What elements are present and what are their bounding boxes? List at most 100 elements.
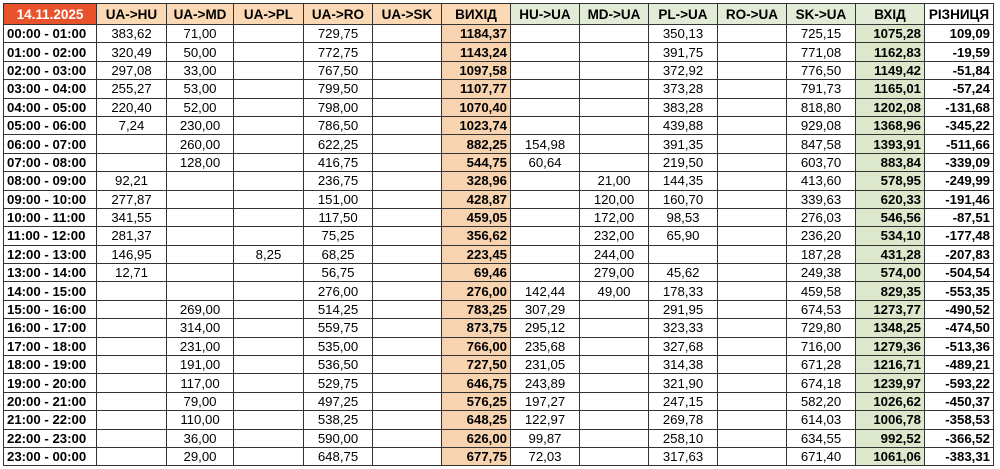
pl-ua-cell: 391,75	[648, 42, 718, 62]
import-total-cell: 1061,06	[855, 446, 925, 467]
ua-hu-cell: 320,49	[96, 42, 167, 62]
pl-ua-cell: 258,10	[648, 428, 718, 448]
sk-ua-cell: 771,08	[786, 42, 856, 62]
ua-ro-cell: 56,75	[303, 263, 373, 283]
time-cell: 20:00 - 21:00	[3, 391, 97, 412]
column-header-різниця: РІЗНИЦЯ	[924, 3, 994, 25]
ro-ua-cell	[717, 355, 787, 375]
ua-pl-cell	[233, 207, 304, 228]
ua-ro-cell: 786,50	[303, 115, 373, 136]
ua-sk-cell	[372, 299, 442, 320]
sk-ua-cell: 603,70	[786, 152, 856, 173]
ua-md-cell: 269,00	[166, 299, 234, 320]
export-total-cell: 783,25	[441, 299, 511, 320]
ua-md-cell: 191,00	[166, 355, 234, 375]
ro-ua-cell	[717, 79, 787, 99]
ua-sk-cell	[372, 23, 442, 44]
time-cell: 05:00 - 06:00	[3, 115, 97, 136]
ua-pl-cell	[233, 42, 304, 62]
table-row: 01:00 - 02:00 320,49 50,00 772,75 1143,24 391…	[3, 42, 994, 62]
ua-md-cell	[166, 263, 234, 283]
ua-sk-cell	[372, 97, 442, 117]
export-total-cell: 626,00	[441, 428, 511, 448]
ua-sk-cell	[372, 281, 442, 301]
difference-cell: -513,36	[924, 336, 994, 357]
md-ua-cell	[579, 355, 649, 375]
ua-ro-cell: 151,00	[303, 189, 373, 209]
md-ua-cell	[579, 79, 649, 99]
ua-pl-cell	[233, 171, 304, 191]
hu-ua-cell	[510, 171, 580, 191]
table-row: 07:00 - 08:00 128,00 416,75 544,75 60,64 219,…	[3, 152, 994, 173]
table-row: 23:00 - 00:00 29,00 648,75 677,75 72,03 317,6…	[3, 446, 994, 467]
time-cell: 00:00 - 01:00	[3, 23, 97, 44]
md-ua-cell	[579, 391, 649, 412]
import-total-cell: 1279,36	[855, 336, 925, 357]
time-cell: 17:00 - 18:00	[3, 336, 97, 357]
ua-pl-cell	[233, 410, 304, 430]
table-row: 04:00 - 05:00 220,40 52,00 798,00 1070,40 383…	[3, 97, 994, 117]
md-ua-cell: 244,00	[579, 244, 649, 265]
hu-ua-cell: 243,89	[510, 373, 580, 393]
column-header-sk-ua: SK->UA	[786, 3, 856, 25]
import-total-cell: 1006,78	[855, 410, 925, 430]
column-header-ua-ro: UA->RO	[303, 3, 373, 25]
export-total-cell: 1023,74	[441, 115, 511, 136]
difference-cell: -553,35	[924, 281, 994, 301]
import-total-cell: 578,95	[855, 171, 925, 191]
md-ua-cell	[579, 410, 649, 430]
difference-cell: -87,51	[924, 207, 994, 228]
pl-ua-cell: 247,15	[648, 391, 718, 412]
ua-sk-cell	[372, 391, 442, 412]
hu-ua-cell	[510, 42, 580, 62]
md-ua-cell	[579, 318, 649, 338]
pl-ua-cell: 269,78	[648, 410, 718, 430]
pl-ua-cell: 98,53	[648, 207, 718, 228]
ua-pl-cell	[233, 226, 304, 246]
time-cell: 13:00 - 14:00	[3, 263, 97, 283]
ua-md-cell	[166, 189, 234, 209]
hu-ua-cell	[510, 97, 580, 117]
ro-ua-cell	[717, 410, 787, 430]
export-total-cell: 328,96	[441, 171, 511, 191]
hu-ua-cell: 231,05	[510, 355, 580, 375]
time-cell: 03:00 - 04:00	[3, 79, 97, 99]
hu-ua-cell	[510, 226, 580, 246]
table-row: 10:00 - 11:00 341,55 117,50 459,05 172,00 98,…	[3, 207, 994, 228]
ua-hu-cell	[96, 373, 167, 393]
pl-ua-cell: 323,33	[648, 318, 718, 338]
ro-ua-cell	[717, 60, 787, 81]
ua-md-cell: 29,00	[166, 446, 234, 467]
ua-hu-cell: 341,55	[96, 207, 167, 228]
pl-ua-cell: 178,33	[648, 281, 718, 301]
column-header-pl-ua: PL->UA	[648, 3, 718, 25]
import-total-cell: 431,28	[855, 244, 925, 265]
time-cell: 01:00 - 02:00	[3, 42, 97, 62]
md-ua-cell	[579, 60, 649, 81]
ua-pl-cell	[233, 263, 304, 283]
difference-cell: -177,48	[924, 226, 994, 246]
difference-cell: -249,99	[924, 171, 994, 191]
difference-cell: -450,37	[924, 391, 994, 412]
pl-ua-cell: 160,70	[648, 189, 718, 209]
import-total-cell: 1368,96	[855, 115, 925, 136]
hu-ua-cell	[510, 244, 580, 265]
ua-ro-cell: 536,50	[303, 355, 373, 375]
ro-ua-cell	[717, 207, 787, 228]
ua-sk-cell	[372, 42, 442, 62]
md-ua-cell: 279,00	[579, 263, 649, 283]
ua-hu-cell: 220,40	[96, 97, 167, 117]
ua-hu-cell: 277,87	[96, 189, 167, 209]
ua-hu-cell	[96, 428, 167, 448]
pl-ua-cell: 314,38	[648, 355, 718, 375]
ua-pl-cell	[233, 79, 304, 99]
export-total-cell: 1107,77	[441, 79, 511, 99]
ua-pl-cell: 8,25	[233, 244, 304, 265]
time-cell: 04:00 - 05:00	[3, 97, 97, 117]
md-ua-cell: 120,00	[579, 189, 649, 209]
ua-pl-cell	[233, 115, 304, 136]
difference-cell: -504,54	[924, 263, 994, 283]
ua-md-cell: 128,00	[166, 152, 234, 173]
table-row: 17:00 - 18:00 231,00 535,00 766,00 235,68 327…	[3, 336, 994, 357]
export-total-cell: 1070,40	[441, 97, 511, 117]
